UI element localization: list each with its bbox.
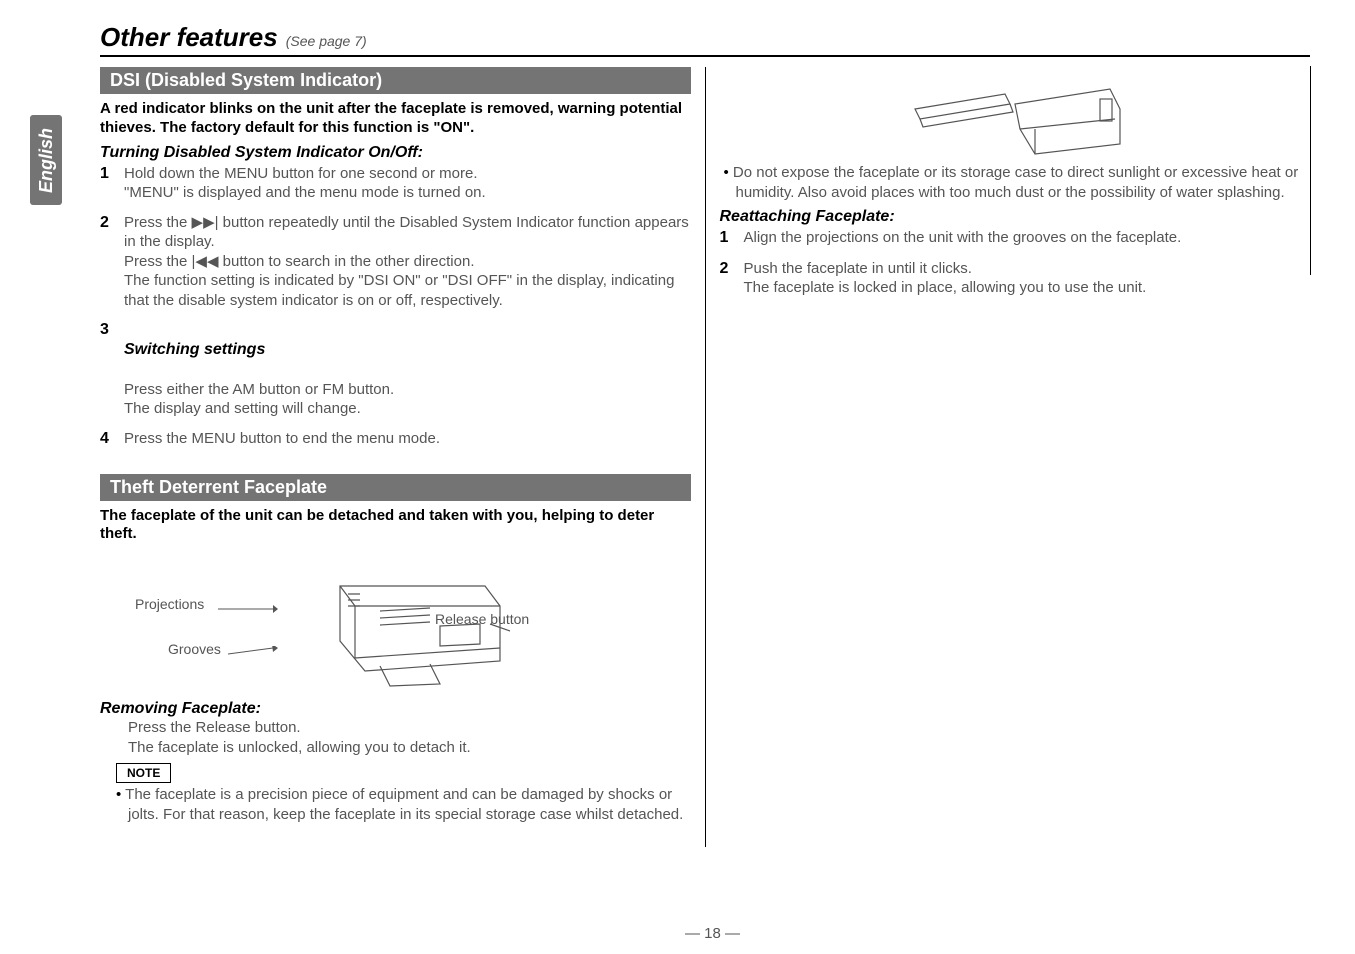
step-text: Press the MENU button to end the menu mo… bbox=[124, 429, 440, 450]
dsi-steps: 1 Hold down the MENU button for one seco… bbox=[100, 164, 691, 450]
page-number: — 18 — bbox=[35, 925, 1355, 942]
list-item: 1 Hold down the MENU button for one seco… bbox=[100, 164, 691, 203]
reattach-head: Reattaching Faceplate: bbox=[720, 208, 1311, 226]
step3-body: Press either the AM button or FM button.… bbox=[124, 381, 394, 418]
page-title-row: Other features (See page 7) bbox=[100, 22, 1310, 57]
step-number: 1 bbox=[100, 164, 114, 203]
fig-label-projections: Projections bbox=[135, 596, 204, 612]
step-text: Switching settings Press either the AM b… bbox=[124, 320, 394, 419]
section-bar-dsi: DSI (Disabled System Indicator) bbox=[100, 67, 691, 94]
list-item: 2 Push the faceplate in until it clicks.… bbox=[720, 259, 1311, 298]
removing-head: Removing Faceplate: bbox=[100, 700, 691, 718]
theft-lead: The faceplate of the unit can be detache… bbox=[100, 507, 691, 545]
note-label: NOTE bbox=[116, 763, 171, 783]
section-bar-theft: Theft Deterrent Faceplate bbox=[100, 474, 691, 501]
list-item: 1 Align the projections on the unit with… bbox=[720, 228, 1311, 249]
right-bullets: Do not expose the faceplate or its stora… bbox=[724, 163, 1311, 202]
dsi-lead: A red indicator blinks on the unit after… bbox=[100, 100, 691, 138]
fig-label-release: Release button bbox=[435, 611, 529, 627]
language-label: English bbox=[36, 127, 57, 192]
left-column: DSI (Disabled System Indicator) A red in… bbox=[100, 67, 691, 847]
list-item: 2 Press the ▶▶| button repeatedly until … bbox=[100, 213, 691, 311]
fig-label-grooves: Grooves bbox=[168, 641, 221, 657]
dsi-subhead: Turning Disabled System Indicator On/Off… bbox=[100, 144, 691, 162]
arrow-icon bbox=[228, 646, 278, 658]
step-text: Hold down the MENU button for one second… bbox=[124, 164, 486, 203]
step-number: 3 bbox=[100, 320, 114, 419]
list-item: The faceplate is a precision piece of eq… bbox=[116, 785, 691, 824]
list-item: 4 Press the MENU button to end the menu … bbox=[100, 429, 691, 450]
language-side-tab: English bbox=[30, 115, 62, 205]
step-number: 2 bbox=[100, 213, 114, 311]
faceplate-removal-illustration bbox=[180, 556, 610, 696]
page-title: Other features bbox=[100, 22, 278, 53]
reattach-steps: 1 Align the projections on the unit with… bbox=[720, 228, 1311, 298]
removing-body: Press the Release button. The faceplate … bbox=[128, 718, 691, 757]
page-title-sub: (See page 7) bbox=[286, 33, 367, 49]
step-number: 4 bbox=[100, 429, 114, 450]
storage-case-figure bbox=[720, 79, 1311, 159]
switching-settings-head: Switching settings bbox=[124, 341, 265, 358]
note-bullets: The faceplate is a precision piece of eq… bbox=[116, 785, 691, 824]
storage-case-illustration bbox=[885, 79, 1145, 159]
column-separator bbox=[705, 67, 706, 847]
faceplate-figure: Projections Grooves Release button bbox=[100, 556, 691, 696]
step-number: 1 bbox=[720, 228, 734, 249]
arrow-icon bbox=[218, 604, 278, 614]
right-column: Do not expose the faceplate or its stora… bbox=[720, 67, 1311, 847]
step-number: 2 bbox=[720, 259, 734, 298]
list-item: 3 Switching settings Press either the AM… bbox=[100, 320, 691, 419]
step-text: Press the ▶▶| button repeatedly until th… bbox=[124, 213, 691, 311]
right-border bbox=[1310, 66, 1311, 275]
list-item: Do not expose the faceplate or its stora… bbox=[724, 163, 1311, 202]
step-text: Push the faceplate in until it clicks. T… bbox=[744, 259, 1147, 298]
step-text: Align the projections on the unit with t… bbox=[744, 228, 1182, 249]
